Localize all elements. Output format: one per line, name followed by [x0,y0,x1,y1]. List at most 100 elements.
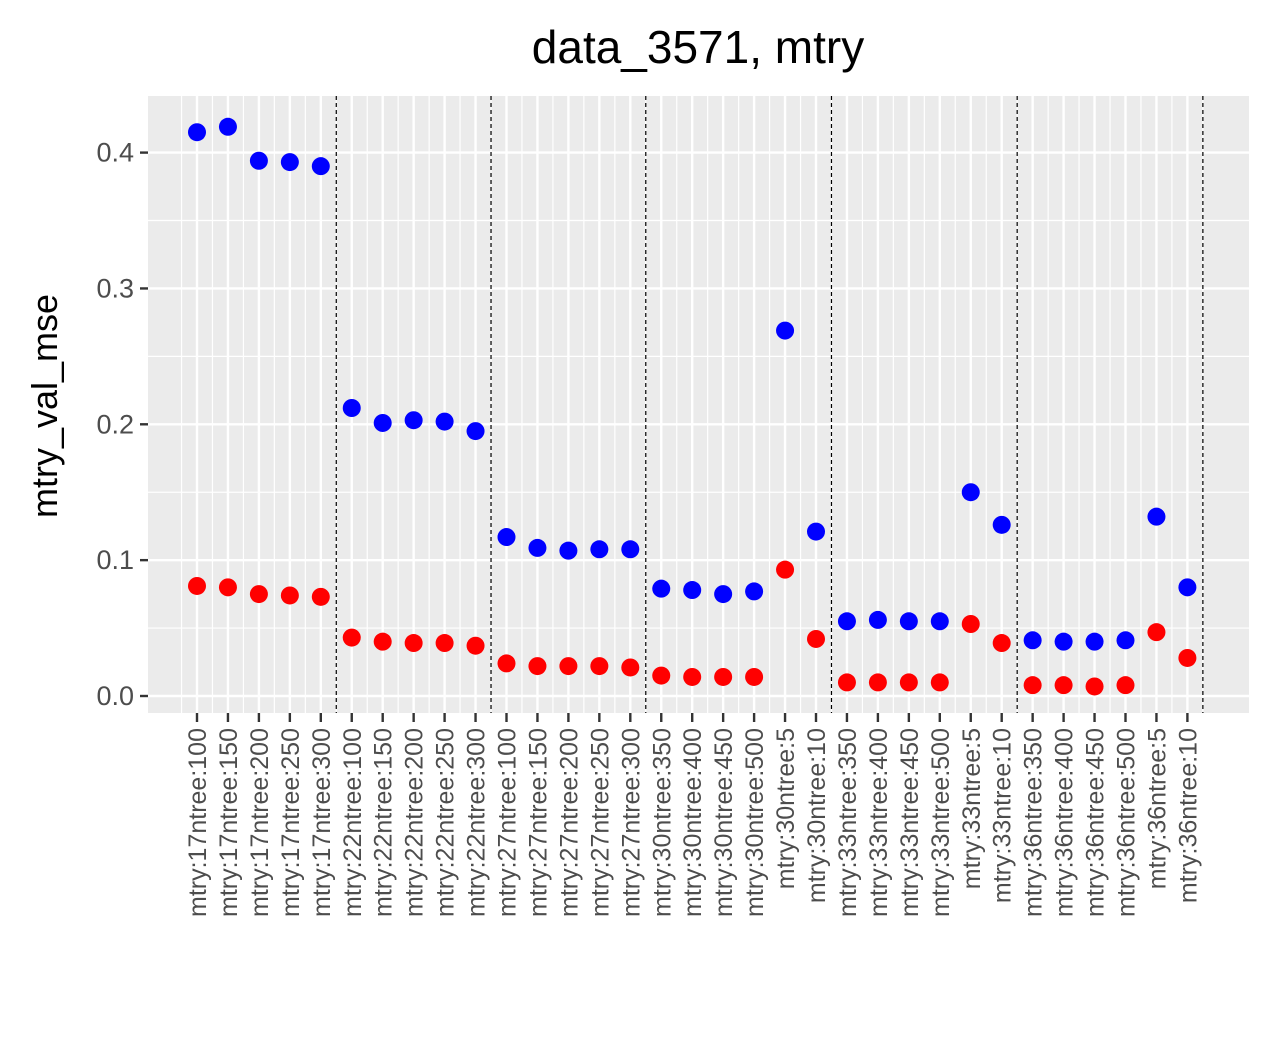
data-point [188,576,206,595]
data-point [961,614,980,633]
data-point [621,658,640,677]
x-tick-label: mtry:27ntree:100 [494,728,522,917]
data-point [930,673,949,692]
x-axis: mtry:17ntree:100 mtry:17ntree:150 mtry:17n… [184,713,1202,917]
data-point [497,528,516,547]
x-tick-label: mtry:33ntree:350 [834,728,862,917]
data-point [466,636,485,655]
data-point [590,540,609,559]
x-tick-label: mtry:22ntree:150 [370,728,398,917]
x-tick-label: mtry:36ntree:400 [1051,728,1079,917]
data-point [249,151,268,170]
data-point [992,515,1011,534]
y-tick-label: 0.0 [96,681,134,711]
x-tick-label: mtry:17ntree:250 [277,728,305,917]
data-point [1023,676,1042,695]
data-point [218,117,237,136]
data-point [342,628,361,647]
data-point [559,541,578,560]
y-tick-label: 0.1 [96,545,134,575]
data-point [1147,507,1166,526]
data-point [435,412,454,431]
x-tick-label: mtry:36ntree:450 [1082,728,1110,917]
y-tick-label: 0.2 [96,409,134,439]
data-point [1085,632,1104,651]
data-point [280,586,299,605]
x-tick-label: mtry:22ntree:100 [339,728,367,917]
data-point [528,538,547,557]
x-tick-label: mtry:36ntree:500 [1113,728,1141,917]
data-point [249,585,268,604]
x-tick-label: mtry:30ntree:5 [772,728,800,889]
data-point [1116,631,1135,650]
x-tick-label: mtry:27ntree:150 [524,728,552,917]
data-point [899,612,918,631]
data-point [342,398,361,417]
x-tick-label: mtry:33ntree:500 [927,728,955,917]
data-point [466,422,485,441]
x-tick-label: mtry:30ntree:10 [803,728,831,903]
data-point [1054,676,1073,695]
data-point [776,321,795,340]
group-separators [335,96,1204,713]
data-point [930,612,949,631]
x-tick-label: mtry:27ntree:250 [586,728,614,917]
data-point [528,657,547,676]
grid-major [148,96,1249,713]
x-tick-label: mtry:27ntree:300 [617,728,645,917]
x-tick-label: mtry:33ntree:10 [989,728,1017,903]
x-tick-label: mtry:36ntree:10 [1174,728,1202,903]
data-point [837,673,856,692]
data-point [1085,677,1104,696]
y-tick-label: 0.4 [96,138,134,168]
data-point [899,673,918,692]
x-tick-label: mtry:30ntree:500 [741,728,769,917]
data-point [652,579,671,598]
data-point [1054,632,1073,651]
data-point [714,585,733,604]
data-point [373,632,392,651]
data-point [373,413,392,432]
x-tick-label: mtry:33ntree:400 [865,728,893,917]
x-tick-label: mtry:33ntree:450 [896,728,924,917]
data-point [745,667,764,686]
data-point [1178,648,1197,667]
data-point [311,587,330,606]
x-tick-label: mtry:22ntree:300 [463,728,491,917]
data-point [868,610,887,629]
y-axis: 0.0 0.1 0.2 0.3 0.4 [96,138,148,711]
plot-area [148,96,1249,713]
x-tick-label: mtry:36ntree:350 [1020,728,1048,917]
data-point [404,411,423,430]
data-point [559,657,578,676]
data-point [1023,631,1042,650]
x-tick-label: mtry:17ntree:300 [308,728,336,917]
data-point [1147,623,1166,642]
data-point [961,483,980,502]
data-point [404,634,423,653]
data-point [1178,578,1197,597]
data-point [776,560,795,579]
y-tick-label: 0.3 [96,273,134,303]
data-point [188,123,206,142]
data-point [992,634,1011,653]
data-point [280,153,299,172]
x-tick-label: mtry:30ntree:400 [679,728,707,917]
data-point [311,157,330,176]
data-point [683,667,702,686]
data-point [837,612,856,631]
x-tick-label: mtry:30ntree:450 [710,728,738,917]
data-point [807,522,825,541]
data-point [590,657,609,676]
data-points [188,117,1197,696]
x-tick-label: mtry:22ntree:250 [432,728,460,917]
x-tick-label: mtry:36ntree:5 [1143,728,1171,889]
x-tick-label: mtry:17ntree:100 [184,728,212,917]
x-tick-label: mtry:30ntree:350 [648,728,676,917]
data-point [807,629,825,648]
data-point [745,582,764,601]
data-point [652,666,671,685]
data-point [497,654,516,673]
chart-title: data_3571, mtry [532,21,864,73]
